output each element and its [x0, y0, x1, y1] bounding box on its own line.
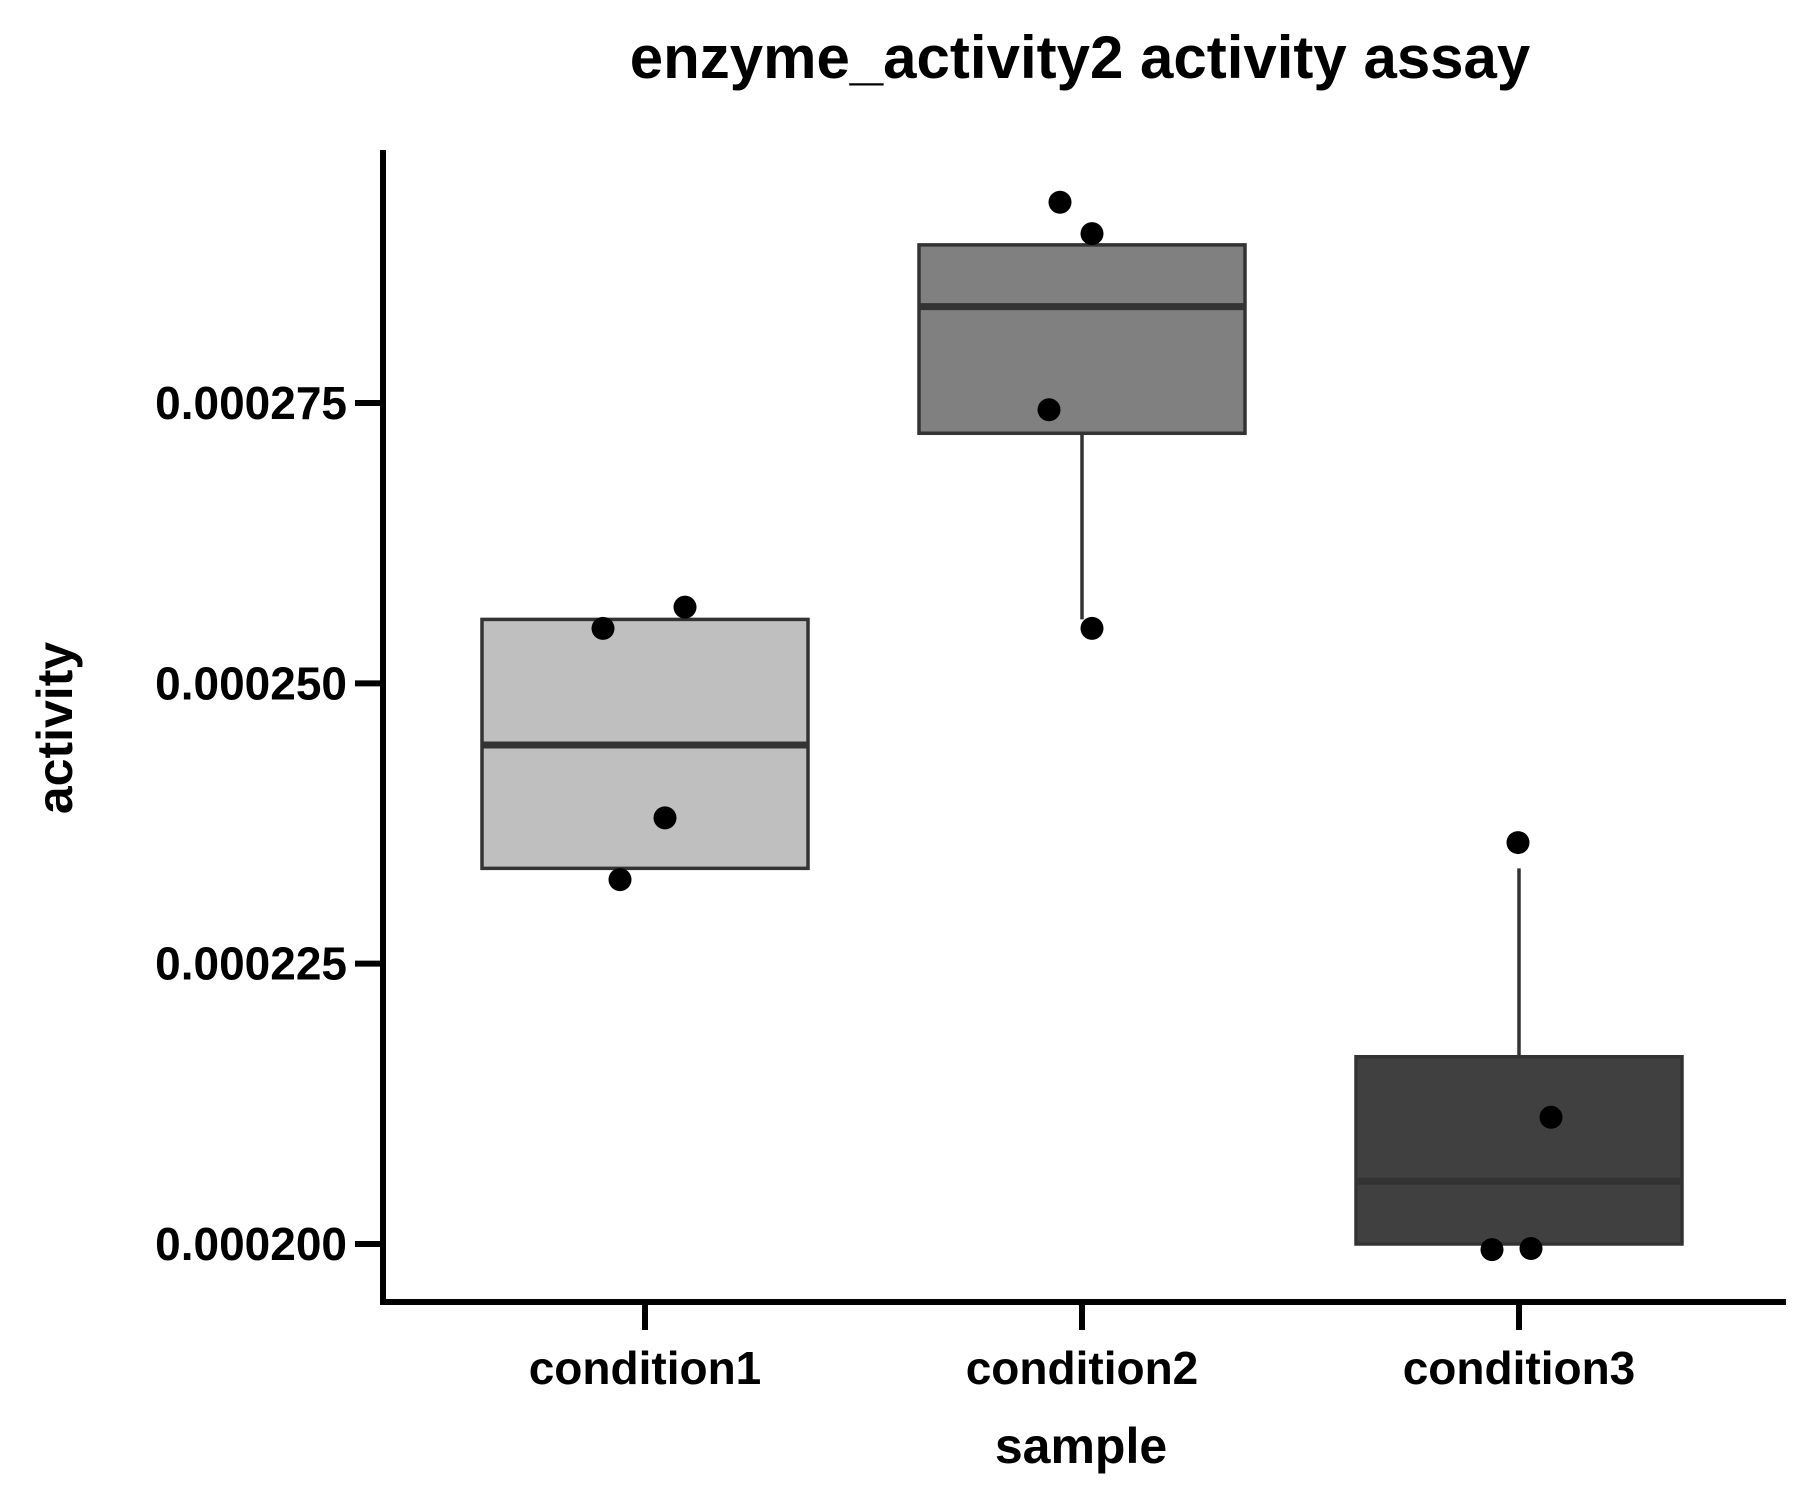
x-tick-label: condition2	[966, 1342, 1199, 1394]
data-point	[1048, 190, 1072, 214]
data-point	[1037, 398, 1061, 422]
data-point	[591, 616, 615, 640]
data-point	[1519, 1236, 1543, 1260]
data-point	[608, 868, 632, 892]
x-axis-label: sample	[995, 1418, 1167, 1474]
data-point	[673, 595, 697, 619]
data-point	[1080, 616, 1104, 640]
y-axis-label: activity	[27, 642, 83, 815]
data-point	[1539, 1105, 1563, 1129]
y-tick-label: 0.000200	[155, 1218, 347, 1270]
data-point	[1506, 831, 1530, 855]
box-condition2	[917, 243, 1247, 436]
chart-title: enzyme_activity2 activity assay	[630, 24, 1531, 91]
data-point	[653, 806, 677, 830]
y-tick-label: 0.000275	[155, 377, 347, 429]
y-tick-label: 0.000250	[155, 657, 347, 709]
plot-area: 0.000200 0.000225 0.000250 0.000275 conditio…	[155, 150, 1786, 1394]
y-tick-label: 0.000225	[155, 938, 347, 990]
box-condition3	[1354, 1054, 1684, 1246]
x-tick-label: condition3	[1403, 1342, 1636, 1394]
data-point	[1080, 222, 1104, 246]
data-point	[1480, 1238, 1504, 1262]
x-tick-label: condition1	[529, 1342, 762, 1394]
